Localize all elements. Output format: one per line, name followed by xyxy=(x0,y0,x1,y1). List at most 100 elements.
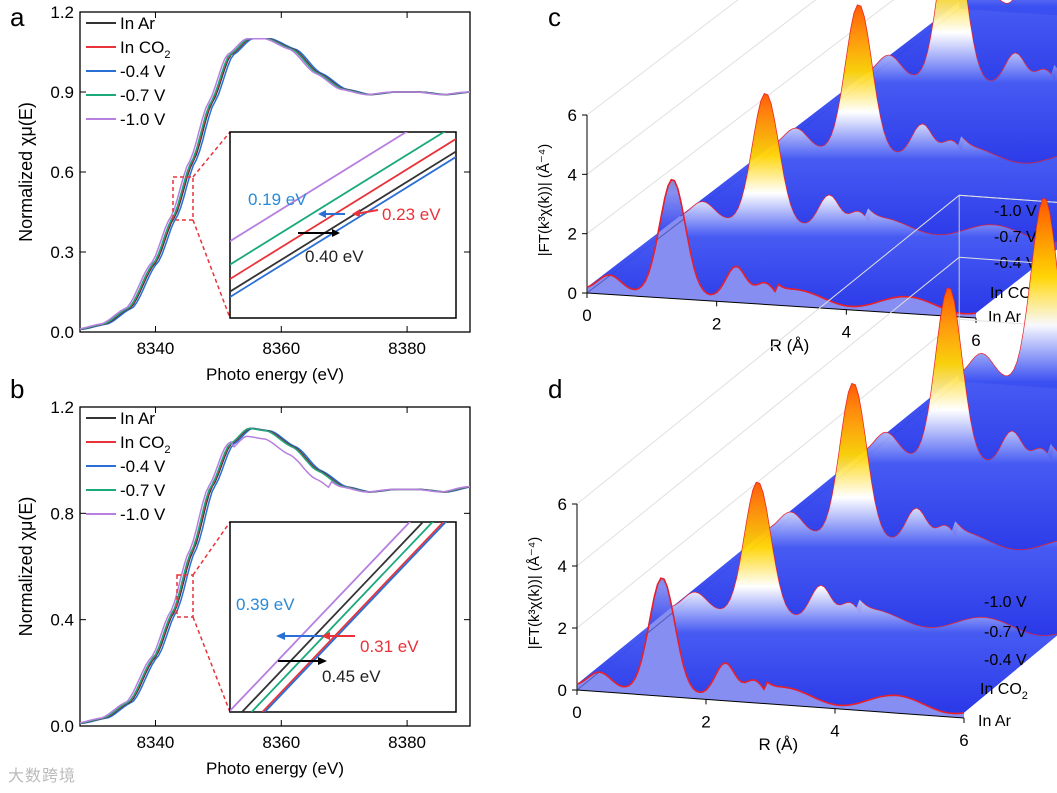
z-tick-label: 6 xyxy=(558,495,567,514)
plot-frame xyxy=(79,406,471,727)
grid-line xyxy=(586,0,817,175)
inset-series-line xyxy=(264,522,447,712)
zoom-connector xyxy=(192,131,231,178)
y-tick-label: 0.4 xyxy=(50,611,74,630)
panel-label-d: d xyxy=(548,374,562,404)
z-tick-label: 6 xyxy=(568,106,577,125)
y-tick-label: 0.9 xyxy=(50,83,74,102)
y-axis-label: Normalized χμ(E) xyxy=(16,102,36,242)
x-axis-label: Photo energy (eV) xyxy=(206,365,344,384)
y-tick-label: 0.0 xyxy=(50,717,74,736)
y-tick-label: 0.0 xyxy=(50,323,74,342)
z-tick-label: 4 xyxy=(568,165,577,184)
shift-arrowhead xyxy=(318,210,326,218)
front-face xyxy=(587,179,976,318)
legend-label: In Ar xyxy=(120,14,155,33)
x-tick-label: 4 xyxy=(830,722,839,741)
x-axis xyxy=(576,689,965,719)
y-tick-label: 0.3 xyxy=(50,243,74,262)
x-axis-label: R (Å) xyxy=(758,735,798,754)
zoom-rect xyxy=(176,574,194,618)
inset-series-line xyxy=(261,522,445,712)
z-tick-label: 2 xyxy=(558,619,567,638)
annotation-label: 0.19 eV xyxy=(248,190,307,209)
watermark: 大数跨境 xyxy=(8,766,77,785)
series-label: -0.7 V xyxy=(994,229,1037,246)
x-tick-label: 6 xyxy=(971,331,980,350)
series-label: -1.0 V xyxy=(984,594,1027,611)
series-label: In CO2 xyxy=(980,681,1028,702)
annotation-label: 0.40 eV xyxy=(305,247,364,266)
series-label: In Ar xyxy=(978,713,1012,730)
shift-arrowhead xyxy=(352,209,360,217)
legend-label: In CO2 xyxy=(120,38,171,61)
x-tick-label: 8380 xyxy=(388,339,426,358)
z-axis-label: |FT(k³χ(k))| (Å⁻⁴) xyxy=(526,537,543,650)
shift-arrowhead xyxy=(332,229,340,237)
x-tick-label: 8340 xyxy=(137,733,175,752)
surface-ribbon xyxy=(680,5,1057,243)
x-tick-label: 2 xyxy=(712,314,721,333)
surface-ribbon xyxy=(577,482,1057,714)
grid-line xyxy=(959,194,1057,203)
inset-series-line xyxy=(230,150,456,293)
surface-ribbon xyxy=(863,198,1057,460)
y-axis-label: Normalized χμ(E) xyxy=(16,497,36,637)
grid-line xyxy=(959,318,1057,327)
y-tick-label: 1.2 xyxy=(50,398,74,417)
surface-ribbon xyxy=(672,383,1057,636)
y-tick-label: 0.6 xyxy=(50,163,74,182)
chart-b: 8340 8360 8380 0.0 0.4 0.8 1.2 Photo energy (eV… xyxy=(16,398,471,778)
grid-line xyxy=(576,256,960,567)
x-tick-label: 8360 xyxy=(262,339,300,358)
chart-d: 0 2 4 6 0 2 4 6 R (Å) |FT(k³χ(k))| (Å⁻⁴) In Ar In C… xyxy=(526,194,1057,754)
series-trace xyxy=(576,577,965,715)
series-label: -0.4 V xyxy=(984,652,1027,669)
inset-series-line xyxy=(241,522,425,712)
annotation-label: 0.23 eV xyxy=(382,205,441,224)
surface-ribbon xyxy=(587,93,1057,314)
grid-line xyxy=(586,0,739,116)
z-tick-label: 4 xyxy=(558,557,567,576)
annotation-label: 0.45 eV xyxy=(322,667,381,686)
x-tick-label: 4 xyxy=(842,323,851,342)
z-axis-label: |FT(k³χ(k))| (Å⁻⁴) xyxy=(536,144,553,257)
zoom-connector xyxy=(192,616,231,713)
panel-label-b: b xyxy=(10,374,24,404)
zoom-connector xyxy=(192,219,231,319)
y-tick-label: 1.2 xyxy=(50,3,74,22)
legend-label: -0.4 V xyxy=(120,457,166,476)
zoom-connector xyxy=(192,521,231,576)
x-tick-label: 6 xyxy=(959,731,968,750)
series-line xyxy=(79,435,470,724)
legend-label: -1.0 V xyxy=(120,505,166,524)
z-tick-label: 0 xyxy=(558,681,567,700)
z-tick-label: 0 xyxy=(568,284,577,303)
zoom-rect xyxy=(172,176,194,221)
series-label: -0.4 V xyxy=(994,255,1037,272)
shift-arrowhead xyxy=(318,657,327,665)
x-axis xyxy=(586,292,977,319)
inset-lines xyxy=(230,522,447,712)
z-tick-label: 2 xyxy=(568,225,577,244)
legend-label: -1.0 V xyxy=(120,110,166,129)
legend-label: -0.7 V xyxy=(120,481,166,500)
surface-ribbon xyxy=(866,0,1057,81)
legend-label: In Ar xyxy=(120,409,155,428)
grid-line xyxy=(576,194,960,505)
surface-ribbon xyxy=(768,288,1057,550)
series-line xyxy=(79,37,470,330)
panel-label-c: c xyxy=(548,2,561,32)
x-tick-label: 0 xyxy=(572,703,581,722)
shift-arrowhead xyxy=(321,632,330,640)
grid-line xyxy=(586,0,895,235)
y-tick-label: 0.8 xyxy=(50,504,74,523)
chart-a: 8340 8360 8380 0.0 0.3 0.6 0.9 1.2 Photo energy … xyxy=(16,3,471,384)
annotation-label: 0.31 eV xyxy=(360,637,419,656)
grid-line xyxy=(959,256,1057,265)
x-tick-label: 2 xyxy=(701,712,710,731)
grid-line xyxy=(576,318,960,629)
x-tick-label: 8340 xyxy=(137,339,175,358)
